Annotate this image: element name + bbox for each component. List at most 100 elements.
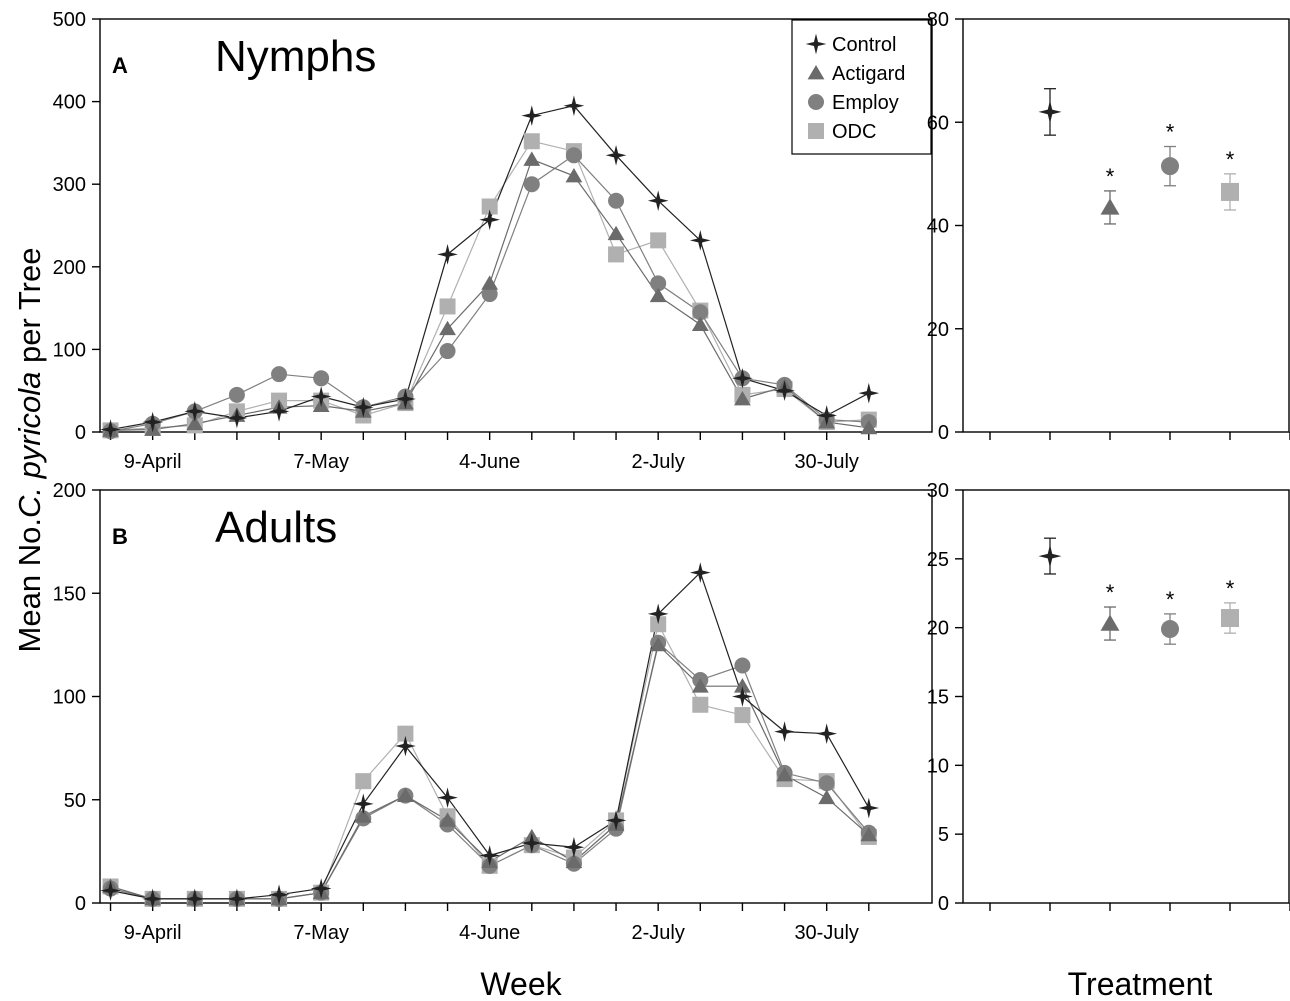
point-employ <box>271 366 288 383</box>
point-actigard <box>691 678 709 693</box>
y-tick-label: 400 <box>53 92 86 114</box>
panel-title: Adults <box>215 503 337 552</box>
point-odc <box>481 198 498 215</box>
point-employ <box>481 286 498 303</box>
panel-a-nymphs-treatment: 0 20 40 60 80 * * * <box>927 9 1290 444</box>
x-tick-label: 4-June <box>459 451 520 473</box>
point-control <box>352 396 374 418</box>
significance-mark: * <box>1166 587 1175 612</box>
y-tick-label: 60 <box>927 112 949 134</box>
y-tick-label: 20 <box>927 319 949 341</box>
y-tick-label: 15 <box>927 687 949 709</box>
y-tick-label: 0 <box>938 893 949 915</box>
significance-mark: * <box>1226 576 1235 601</box>
x-tick-label: 2-July <box>631 922 684 944</box>
point-employ <box>818 775 835 792</box>
plot-frame <box>99 18 933 433</box>
y-axis-label: Mean No.C. pyricola per Tree <box>12 248 47 653</box>
y-tick-label: 0 <box>938 422 949 444</box>
significance-mark: * <box>1106 580 1115 605</box>
x-axis-label-week: Week <box>480 966 562 1001</box>
point-actigard <box>860 419 878 435</box>
point-control <box>689 562 711 583</box>
y-tick-label: 0 <box>75 893 86 915</box>
point-control <box>563 836 585 858</box>
point-employ <box>313 370 330 387</box>
point-odc <box>734 707 751 724</box>
significance-mark: * <box>1106 164 1115 189</box>
y-axis-label-italic: C. pyricola <box>12 372 47 518</box>
point-employ <box>228 386 245 403</box>
y-tick-label: 30 <box>927 480 949 502</box>
point-control <box>563 95 585 117</box>
point-employ <box>650 275 667 292</box>
x-tick-label: 9-April <box>124 451 182 473</box>
x-tick-label: 30-July <box>794 922 858 944</box>
significance-mark: * <box>1226 147 1235 172</box>
treatment-point-employ <box>1161 157 1179 176</box>
y-tick-label: 100 <box>53 339 86 361</box>
point-control <box>816 405 838 426</box>
point-control <box>142 411 164 433</box>
y-tick-label: 200 <box>53 257 86 279</box>
point-control <box>310 386 332 407</box>
y-tick-label: 300 <box>53 174 86 196</box>
panel-b-adults-timeseries: 0 50 100 150 200 9-April 7-May 4-June 2-July 30-J… <box>53 480 933 944</box>
point-control <box>437 787 458 809</box>
x-tick-label: 7-May <box>293 451 349 473</box>
point-actigard <box>565 853 583 869</box>
point-actigard <box>186 415 204 431</box>
treatment-point-control <box>1038 100 1062 124</box>
y-tick-label: 200 <box>53 480 86 502</box>
point-actigard <box>565 167 583 183</box>
point-actigard <box>818 789 836 805</box>
treatment-point-employ <box>1161 620 1179 639</box>
point-actigard <box>649 636 667 652</box>
point-control <box>226 407 248 429</box>
treatment-point-odc <box>1221 182 1239 201</box>
point-actigard <box>439 320 456 336</box>
point-control <box>226 888 248 910</box>
point-control <box>184 401 206 422</box>
point-control <box>605 144 627 166</box>
point-control <box>268 401 290 422</box>
legend-label-control: Control <box>832 34 896 56</box>
y-tick-label: 20 <box>927 618 949 640</box>
point-employ <box>734 657 751 674</box>
y-tick-label: 50 <box>64 790 86 812</box>
point-employ <box>565 147 582 164</box>
panel-letter: B <box>112 524 128 549</box>
point-odc <box>650 232 667 249</box>
y-axis-label-prefix: Mean No. <box>12 518 47 652</box>
point-control <box>858 382 880 404</box>
point-control <box>395 388 416 410</box>
point-actigard <box>439 812 456 827</box>
point-control <box>268 884 290 906</box>
point-control <box>605 810 627 831</box>
panel-b-adults-treatment: 0 5 10 15 20 25 30 * * * <box>927 480 1290 915</box>
x-tick-label: 4-June <box>459 922 520 944</box>
point-control <box>395 735 416 757</box>
panel-title: Nymphs <box>215 32 376 81</box>
legend-label-actigard: Actigard <box>832 63 905 85</box>
series-line-control <box>110 105 870 431</box>
plot-frame <box>962 489 1290 904</box>
point-control <box>100 419 121 440</box>
treatment-point-actigard <box>1100 198 1120 215</box>
point-control <box>310 878 332 899</box>
point-control <box>352 793 374 815</box>
panel-a-nymphs-timeseries: 0 100 200 300 400 500 9-April 7-May 4-June 2-July… <box>53 9 933 473</box>
point-control <box>184 888 206 910</box>
y-tick-label: 150 <box>53 583 86 605</box>
y-tick-label: 0 <box>75 422 86 444</box>
y-tick-label: 100 <box>53 687 86 709</box>
point-control <box>479 209 501 231</box>
point-odc <box>608 246 625 263</box>
panel-letter: A <box>112 53 128 78</box>
point-control <box>521 832 543 854</box>
point-control <box>816 723 838 745</box>
treatment-point-actigard <box>1100 614 1120 631</box>
point-actigard <box>523 151 541 166</box>
point-employ <box>523 176 540 193</box>
